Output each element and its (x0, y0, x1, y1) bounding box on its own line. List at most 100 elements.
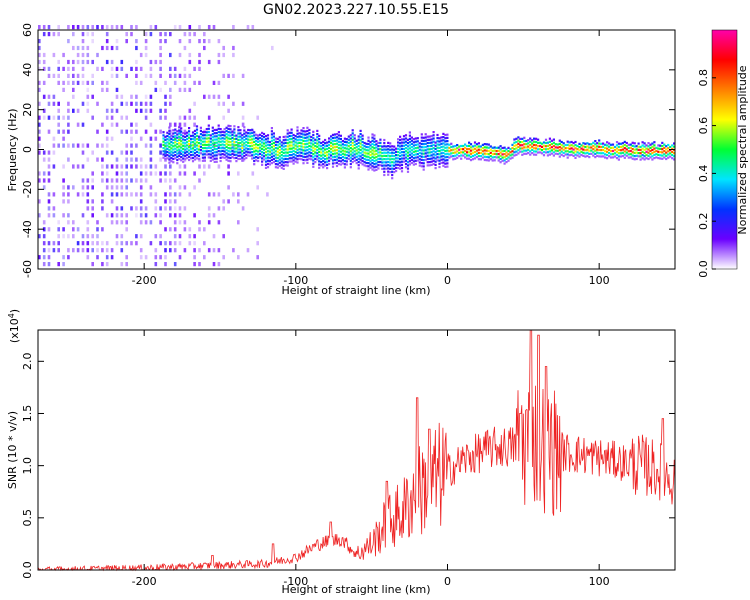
x-tick-label: 100 (589, 575, 610, 588)
ridge-cell (292, 133, 295, 137)
ridge-cell (207, 143, 210, 146)
noise-cell (91, 178, 94, 183)
noise-cell (38, 178, 41, 183)
ridge-cell (408, 153, 411, 156)
ridge-cell (369, 160, 372, 163)
noise-cell (207, 192, 211, 197)
noise-cell (105, 262, 109, 267)
ridge-cell (576, 144, 579, 148)
ridge-cell (399, 151, 402, 154)
ridge-cell (416, 146, 419, 149)
ridge-cell (464, 153, 467, 156)
ridge-cell (434, 144, 437, 147)
ridge-cell (369, 157, 372, 160)
ridge-cell (627, 150, 630, 153)
ridge-cell (268, 160, 271, 163)
ridge-cell (191, 137, 195, 140)
noise-cell (159, 66, 162, 71)
ridge-cell (578, 155, 581, 158)
noise-cell (178, 206, 182, 211)
noise-cell (81, 234, 85, 239)
ridge-cell (629, 156, 632, 159)
ridge-cell (667, 143, 670, 147)
ridge-cell (436, 159, 439, 162)
ridge-cell (266, 150, 270, 153)
ridge-cell (351, 132, 354, 135)
noise-cell (154, 199, 158, 204)
ridge-cell (326, 147, 329, 151)
noise-cell (159, 213, 162, 218)
ridge-cell (434, 160, 437, 163)
ridge-cell (211, 148, 214, 152)
ridge-cell (195, 154, 199, 157)
noise-cell (101, 227, 104, 232)
ridge-cell (223, 140, 226, 143)
ridge-cell (361, 150, 364, 153)
ridge-cell (359, 139, 362, 142)
noise-cell (72, 185, 75, 190)
ridge-cell (211, 152, 214, 155)
ridge-cell (529, 153, 532, 156)
ridge-cell (450, 149, 453, 152)
ridge-cell (501, 159, 504, 162)
ridge-cell (673, 145, 676, 148)
ridge-cell (168, 142, 171, 145)
noise-cell (67, 129, 70, 134)
ridge-cell (205, 131, 208, 134)
noise-cell (173, 248, 177, 253)
ridge-cell (521, 153, 524, 156)
ridge-cell (341, 146, 344, 149)
ridge-cell (442, 164, 445, 167)
ridge-cell (379, 151, 382, 154)
ridge-cell (483, 152, 486, 155)
ridge-cell (215, 151, 218, 154)
noise-cell (96, 220, 99, 225)
ridge-cell (574, 140, 577, 144)
noise-cell (193, 101, 196, 106)
ridge-cell (239, 132, 242, 135)
ridge-cell (665, 151, 668, 154)
ridge-cell (270, 146, 273, 149)
ridge-cell (186, 147, 189, 150)
ridge-cell (351, 151, 354, 154)
ridge-cell (219, 134, 222, 137)
ridge-cell (255, 159, 258, 162)
noise-cell (47, 129, 51, 134)
ridge-cell (304, 143, 307, 146)
ridge-cell (337, 163, 340, 166)
noise-cell (207, 94, 211, 99)
noise-cell (96, 25, 99, 30)
ridge-cell (241, 156, 244, 159)
ridge-cell (562, 148, 565, 151)
ridge-cell (172, 129, 175, 132)
ridge-cell (544, 141, 548, 145)
ridge-cell (302, 158, 305, 162)
ridge-cell (604, 143, 607, 146)
ridge-cell (328, 159, 331, 162)
ridge-cell (389, 148, 392, 151)
ridge-cell (377, 160, 380, 164)
ridge-cell (341, 152, 344, 155)
noise-cell (135, 59, 138, 65)
ridge-cell (339, 153, 342, 156)
ridge-cell (667, 153, 670, 156)
ridge-cell (629, 153, 632, 156)
noise-cell (173, 73, 177, 78)
ridge-cell (345, 153, 348, 157)
ridge-cell (406, 167, 410, 170)
ridge-cell (162, 153, 165, 156)
ridge-cell (383, 164, 386, 167)
noise-cell (193, 115, 196, 120)
ridge-cell (408, 144, 411, 147)
ridge-cell (385, 161, 388, 164)
ridge-cell (164, 145, 167, 148)
ridge-cell (312, 143, 315, 146)
ridge-cell (296, 155, 299, 158)
y-tick-label: 1.0 (21, 457, 34, 475)
noise-cell (212, 248, 216, 253)
ridge-cell (414, 162, 417, 166)
noise-cell (125, 241, 128, 246)
noise-cell (256, 255, 259, 260)
noise-cell (72, 108, 75, 113)
noise-cell (52, 213, 56, 218)
